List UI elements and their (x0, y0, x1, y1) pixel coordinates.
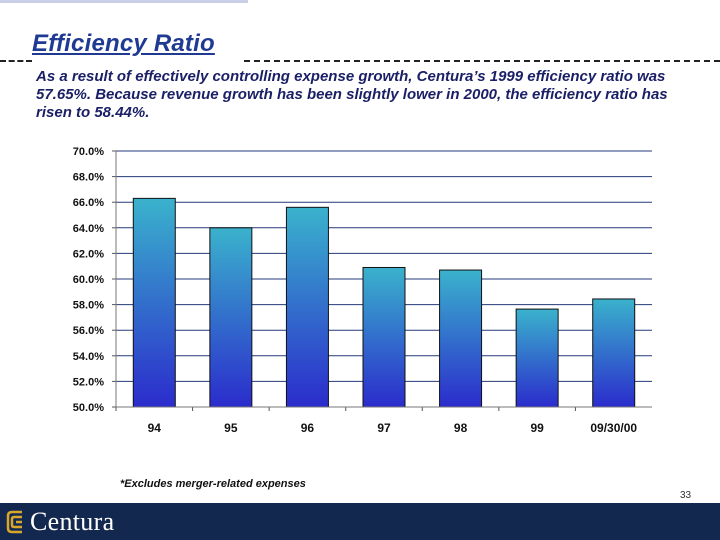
brand-name: Centura (30, 507, 115, 536)
axes (115, 151, 652, 408)
x-tick-label: 97 (377, 421, 391, 435)
y-tick-label: 50.0% (73, 402, 104, 414)
y-tick-label: 54.0% (73, 351, 104, 363)
footer-bar: Centura (0, 503, 720, 540)
bar-99 (515, 308, 559, 408)
top-accent-rule (0, 0, 248, 3)
bar-09-30-00 (592, 298, 636, 408)
x-tick-labels: 94 95 96 97 98 99 09/30/00 (148, 421, 638, 435)
y-tick-label: 56.0% (73, 325, 104, 337)
y-tick-label: 70.0% (73, 146, 104, 158)
x-tick-label: 96 (301, 421, 315, 435)
x-tick-label: 98 (454, 421, 468, 435)
x-tick-label: 99 (530, 421, 544, 435)
bars (132, 197, 636, 408)
y-tick-label: 64.0% (73, 223, 104, 235)
bar-94 (132, 197, 176, 408)
y-tick-labels: 50.0% 52.0% 54.0% 56.0% 58.0% 60.0% 62.0% 64.0%… (73, 146, 104, 414)
y-tick-label: 52.0% (73, 376, 104, 388)
x-tick-label: 95 (224, 421, 238, 435)
title-dashed-rule (244, 60, 720, 62)
bar-97 (362, 266, 406, 408)
slide-subtitle: As a result of effectively controlling e… (36, 68, 668, 121)
bar-98 (439, 269, 483, 408)
title-dashed-rule-left (0, 60, 32, 62)
y-tick-label: 62.0% (73, 248, 104, 260)
bar-95 (209, 227, 253, 408)
x-tick-label: 09/30/00 (590, 421, 637, 435)
page-number: 33 (680, 490, 692, 501)
y-tick-label: 60.0% (73, 274, 104, 286)
y-tick-label: 58.0% (73, 300, 104, 312)
y-tick-label: 66.0% (73, 197, 104, 209)
centura-logo-icon (6, 510, 22, 534)
footnote: *Excludes merger-related expenses (120, 478, 306, 490)
y-tick-label: 68.0% (73, 172, 104, 184)
bar-96 (285, 206, 329, 408)
slide-title: Efficiency Ratio (32, 30, 215, 57)
x-tick-label: 94 (148, 421, 162, 435)
centura-logo: Centura (6, 507, 115, 536)
